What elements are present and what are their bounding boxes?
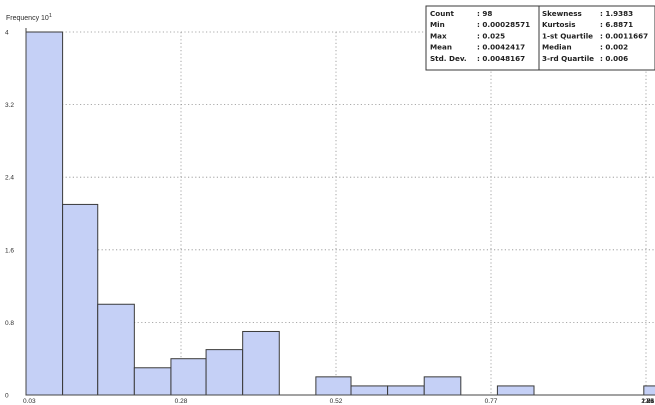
histogram-bar xyxy=(643,385,655,396)
stat-label: Std. Dev. xyxy=(430,54,467,63)
axes xyxy=(25,28,655,396)
y-tick-label: 0 xyxy=(5,393,9,400)
stat-value: : 98 xyxy=(477,9,492,18)
histogram-bar xyxy=(170,358,207,396)
stat-value: : 1.9383 xyxy=(600,9,633,18)
histogram-bar xyxy=(387,385,425,396)
statistics-box: Count : 98 Min : 0.00028571 Max : 0.025 Mean : … xyxy=(425,5,655,71)
x-tick-label: 0.52 xyxy=(330,398,343,405)
histogram-bar xyxy=(205,349,244,396)
x-tick-label: 2.5 xyxy=(645,398,654,405)
x-tick-label: 2.01 xyxy=(641,398,654,405)
histogram-bar xyxy=(62,203,99,396)
stat-label: Count xyxy=(430,9,454,18)
x-tick-label: 1.76 xyxy=(641,398,654,405)
x-tick-label: 0.03 xyxy=(23,398,36,405)
y-axis-title: Frequency 101 xyxy=(6,13,52,22)
y-tick-label: 0.8 xyxy=(5,320,14,327)
stat-value: : 0.0042417 xyxy=(477,43,525,52)
stat-label: Max xyxy=(430,31,447,40)
y-tick-label: 2.4 xyxy=(5,175,14,182)
stat-label: Skewness xyxy=(542,9,582,18)
histogram-bar xyxy=(315,376,352,396)
stat-label: 1-st Quartile xyxy=(542,31,593,40)
x-tick-label: 1.02 xyxy=(641,398,654,405)
x-tick-label: 0.77 xyxy=(485,398,498,405)
x-tick-label: 0.28 xyxy=(175,398,188,405)
tick-labels: 0 0.8 1.6 2.4 3.2 4 0.03 0.28 0.52 0.77 1.021.261.… xyxy=(5,30,654,405)
stat-value: : 0.0048167 xyxy=(477,54,525,63)
x-tick-label: 1.51 xyxy=(641,398,654,405)
statistics-right-column: Skewness : 1.9383 Kurtosis : 6.8871 1-st Qua… xyxy=(542,9,648,63)
stat-label: 3-rd Quartile xyxy=(542,54,594,63)
histogram-bars xyxy=(25,31,655,396)
histogram-bar xyxy=(242,330,280,396)
histogram-bar xyxy=(496,385,535,396)
x-tick-label: 1.26 xyxy=(641,398,654,405)
statistics-left-column: Count : 98 Min : 0.00028571 Max : 0.025 Mean : … xyxy=(430,9,530,63)
histogram-bar xyxy=(97,303,135,396)
stat-value: : 0.002 xyxy=(600,43,628,52)
stat-value: : 6.8871 xyxy=(600,20,633,29)
stat-value: : 0.00028571 xyxy=(477,20,530,29)
stat-label: Median xyxy=(542,43,572,52)
statistics-box-frame xyxy=(425,5,655,71)
histogram-bar xyxy=(25,31,64,396)
stat-value: : 0.006 xyxy=(600,54,628,63)
histogram-bar xyxy=(423,376,462,396)
histogram-bar xyxy=(133,367,172,396)
stat-label: Kurtosis xyxy=(542,20,576,29)
y-tick-label: 4 xyxy=(5,30,9,37)
y-tick-label: 1.6 xyxy=(5,247,14,254)
stat-label: Min xyxy=(430,20,445,29)
stat-value: : 0.025 xyxy=(477,31,505,40)
stat-value: : 0.0011667 xyxy=(600,31,648,40)
stat-label: Mean xyxy=(430,43,452,52)
y-tick-label: 3.2 xyxy=(5,102,14,109)
x-tick-label: 2.25 xyxy=(641,398,654,405)
histogram-bar xyxy=(350,385,389,396)
